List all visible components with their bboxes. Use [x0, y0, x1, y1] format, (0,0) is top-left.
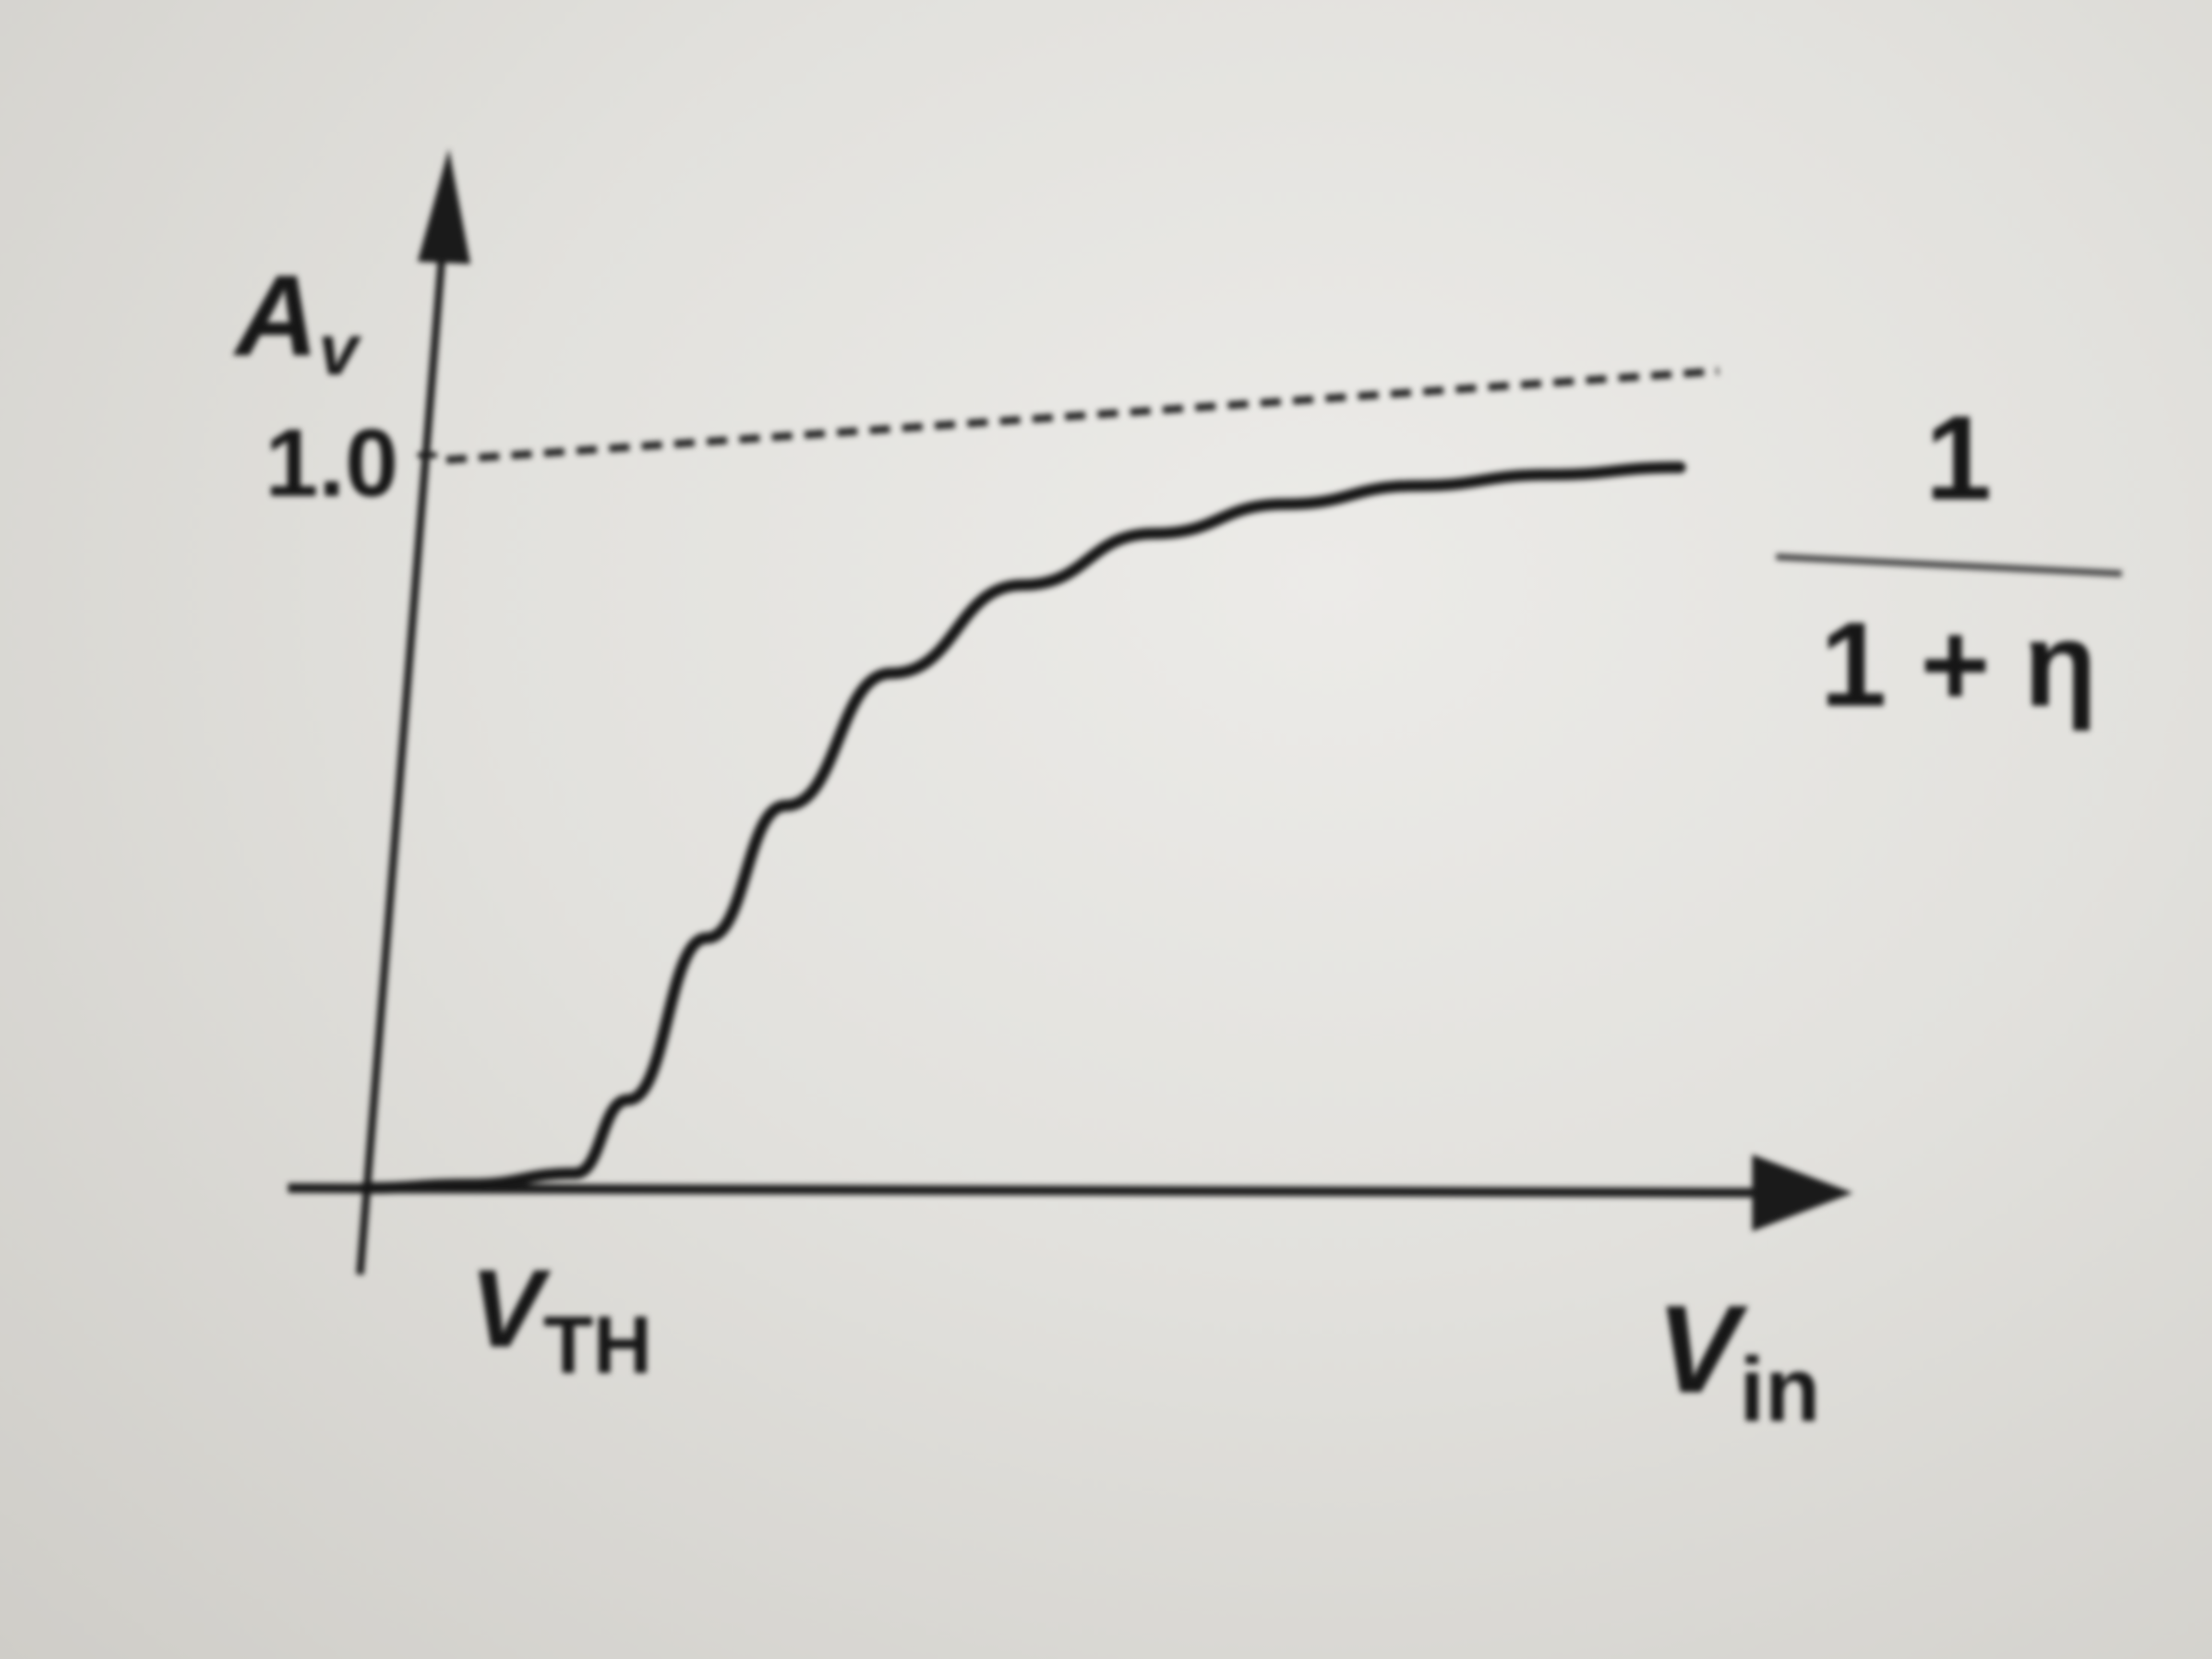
- y-axis-label-main: A: [233, 251, 318, 380]
- asymptote-denominator: 1 + η: [1820, 597, 2097, 731]
- dashed-line-1p0: [446, 367, 1719, 464]
- y-axis-label: Av: [233, 251, 362, 390]
- gain-curve-path: [359, 461, 1686, 1194]
- x-tick-sub: TH: [543, 1299, 652, 1391]
- x-axis-label-main: V: [1656, 1280, 1750, 1419]
- asymptote-numerator: 1: [1925, 391, 1992, 525]
- x-tick-main: V: [469, 1247, 551, 1370]
- x-axis-label-sub: in: [1739, 1339, 1820, 1441]
- x-tick-label-vth: VTH: [469, 1247, 652, 1391]
- axes: [288, 149, 1853, 1275]
- dashed-reference-line: [446, 367, 1719, 464]
- x-axis-label: Vin: [1656, 1280, 1820, 1441]
- labels: Av 1.0 VTH Vin 1 1 + η: [233, 251, 2122, 1441]
- x-axis-line: [288, 1183, 1801, 1198]
- y-tick-label: 1.0: [265, 409, 398, 517]
- gain-curve: [359, 461, 1686, 1194]
- x-axis-arrowhead: [1752, 1154, 1853, 1231]
- asymptote-fraction-bar: [1776, 553, 2122, 577]
- y-axis-line: [356, 259, 445, 1275]
- y-axis-arrowhead: [418, 149, 470, 264]
- y-axis-label-sub: v: [318, 309, 362, 390]
